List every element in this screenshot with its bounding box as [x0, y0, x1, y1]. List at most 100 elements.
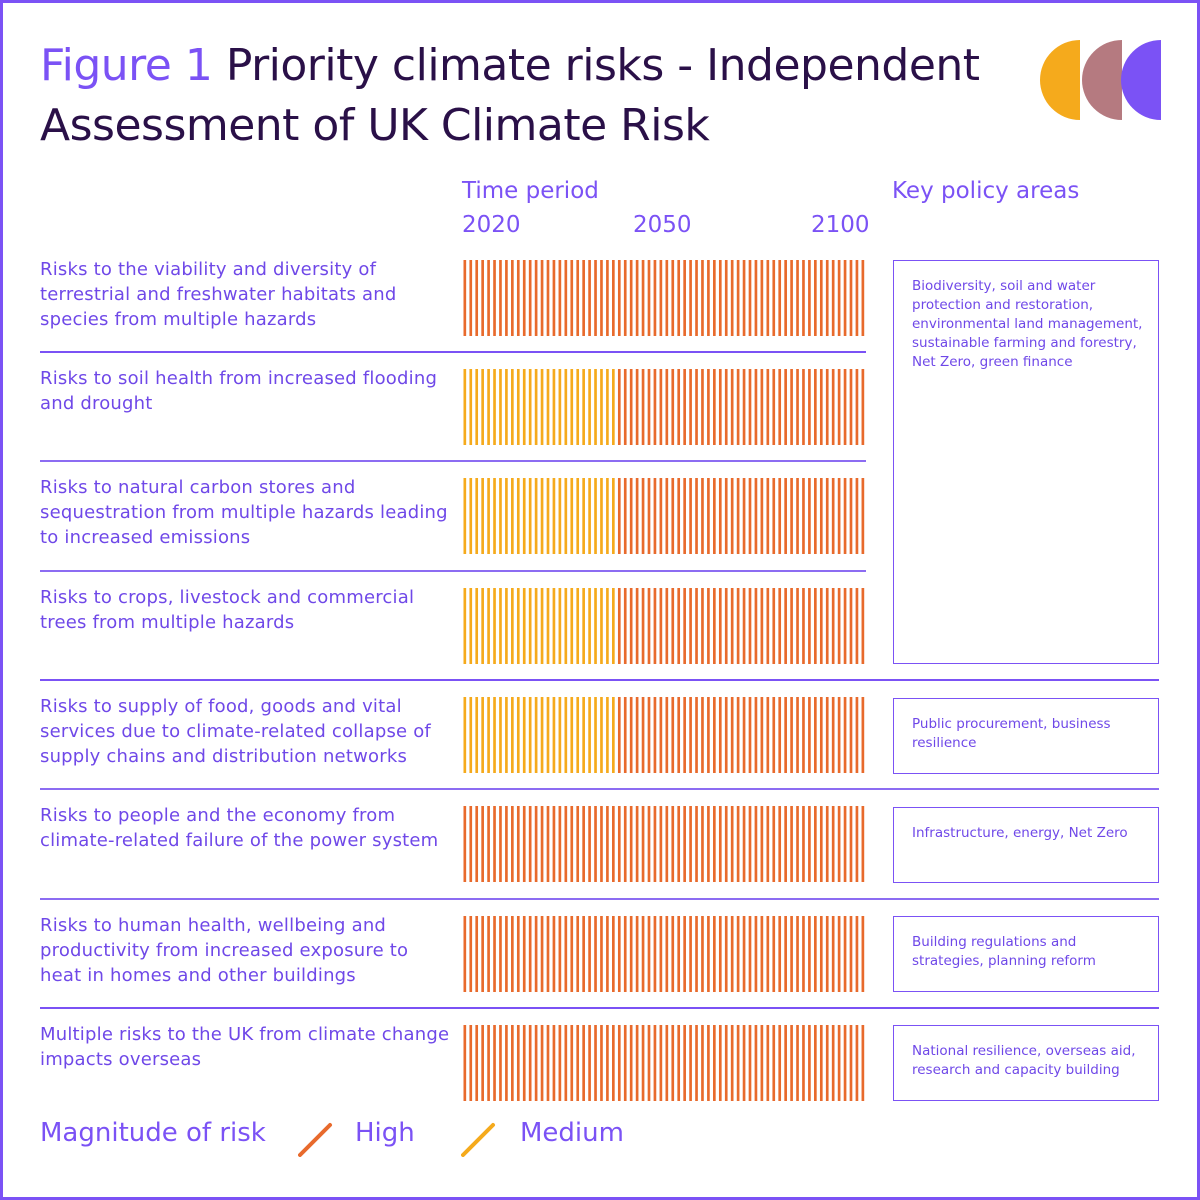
- risk-bar-stripe: [617, 1025, 621, 1101]
- risk-bar-stripe: [802, 697, 805, 773]
- risk-bar-stripe: [671, 478, 675, 554]
- logo-purple-half-circle: [1121, 40, 1161, 120]
- risk-bar-stripe: [695, 1025, 698, 1101]
- risk-bar-stripe: [766, 478, 770, 554]
- risk-label-6: Risks to people and the economy from cli…: [40, 805, 439, 851]
- risk-bar-stripe: [487, 916, 490, 992]
- risk-bar-stripe: [742, 588, 746, 664]
- risk-bar-row-6: [463, 806, 865, 882]
- risk-bar-stripe: [617, 588, 621, 664]
- risk-bar-segment-high: [617, 369, 865, 445]
- risk-bar-stripe: [612, 916, 615, 992]
- risk-bar-stripe: [825, 588, 829, 664]
- risk-bar-stripe: [849, 1025, 853, 1101]
- risk-bar-stripe: [606, 260, 609, 336]
- risk-bar-stripe: [861, 697, 865, 773]
- risk-bar-stripe: [784, 1025, 787, 1101]
- risk-bar-stripe: [713, 260, 716, 336]
- risk-bar-stripe: [511, 806, 514, 882]
- risk-bar-stripe: [814, 588, 817, 664]
- risk-bar-stripe: [623, 916, 627, 992]
- risk-bar-stripe: [778, 260, 782, 336]
- risk-bar-stripe: [487, 1025, 490, 1101]
- risk-bar-stripe: [534, 916, 538, 992]
- policy-areas-header: Key policy areas: [892, 178, 1080, 204]
- risk-bar-stripe: [635, 916, 639, 992]
- risk-bar-stripe: [796, 588, 799, 664]
- risk-bar-stripe: [665, 916, 669, 992]
- risk-bar-stripe: [825, 260, 829, 336]
- risk-bar-stripe: [713, 916, 716, 992]
- risk-bar-stripe: [481, 1025, 484, 1101]
- risk-bar-stripe: [665, 1025, 669, 1101]
- risk-bar-stripe: [534, 806, 538, 882]
- risk-bar-stripe: [837, 478, 841, 554]
- risk-bar-stripe: [540, 697, 544, 773]
- risk-bar-stripe: [707, 369, 710, 445]
- risk-bar-stripe: [570, 806, 574, 882]
- risk-bar-stripe: [772, 1025, 776, 1101]
- risk-bar-stripe: [772, 588, 776, 664]
- risk-bar-stripe: [796, 369, 799, 445]
- risk-bar-stripe: [499, 1025, 502, 1101]
- risk-bar-stripe: [606, 588, 609, 664]
- risk-bar-stripe: [695, 260, 698, 336]
- risk-bar-stripe: [617, 369, 621, 445]
- risk-bar-stripe: [790, 588, 793, 664]
- risk-bar-stripe: [594, 478, 597, 554]
- risk-bar-stripe: [784, 369, 787, 445]
- risk-label-7: Risks to human health, wellbeing and pro…: [40, 915, 409, 986]
- risk-bar-stripe: [742, 1025, 746, 1101]
- risk-bar-stripe: [831, 478, 835, 554]
- policy-box-overseas: National resilience, overseas aid, resea…: [893, 1025, 1159, 1101]
- risk-bar-stripe: [570, 916, 574, 992]
- risk-bar-stripe: [463, 1025, 467, 1101]
- risk-bar-stripe: [546, 806, 550, 882]
- risk-bar-stripe: [528, 1025, 532, 1101]
- risk-bar-stripe: [736, 806, 740, 882]
- risk-bar-row-5: [463, 697, 865, 773]
- risk-bar-stripe: [588, 806, 591, 882]
- risk-bar-stripe: [855, 1025, 859, 1101]
- risk-bar-stripe: [540, 588, 544, 664]
- risk-bar-stripe: [754, 369, 758, 445]
- risk-bar-stripe: [534, 588, 538, 664]
- risk-bar-stripe: [647, 588, 651, 664]
- risk-bar-stripe: [718, 1025, 722, 1101]
- risk-bar-stripe: [861, 588, 865, 664]
- risk-bar-stripe: [713, 478, 716, 554]
- risk-bar-stripe: [683, 806, 686, 882]
- risk-bar-stripe: [808, 806, 811, 882]
- risk-bar-stripe: [576, 697, 580, 773]
- risk-bar-stripe: [511, 697, 514, 773]
- risk-bar-stripe: [808, 369, 811, 445]
- risk-bar-stripe: [552, 916, 556, 992]
- risk-bar-stripe: [748, 369, 752, 445]
- risk-bar-stripe: [730, 806, 734, 882]
- risk-bar-stripe: [790, 806, 793, 882]
- risk-label-1: Risks to the viability and diversity of …: [40, 259, 397, 330]
- risk-bar-stripe: [772, 916, 776, 992]
- risk-bar-stripe: [778, 588, 782, 664]
- risk-bar-stripe: [499, 478, 502, 554]
- risk-bar-stripe: [784, 478, 787, 554]
- risk-bar-stripe: [665, 478, 669, 554]
- risk-bar-stripe: [760, 697, 764, 773]
- risk-bar-stripe: [754, 260, 758, 336]
- risk-bar-stripe: [564, 806, 568, 882]
- risk-bar-stripe: [724, 260, 728, 336]
- risk-bar-stripe: [641, 916, 645, 992]
- risk-bar-stripe: [606, 1025, 609, 1101]
- risk-bar-stripe: [564, 369, 568, 445]
- risk-bar-stripe: [695, 916, 698, 992]
- risk-bar-stripe: [748, 1025, 752, 1101]
- risk-bar-stripe: [724, 697, 728, 773]
- risk-bar-stripe: [849, 697, 853, 773]
- risk-bar-stripe: [606, 478, 609, 554]
- risk-bar-stripe: [695, 369, 698, 445]
- risk-bar-stripe: [576, 260, 580, 336]
- year-tick-2050: 2050: [633, 212, 692, 238]
- risk-bar-stripe: [718, 697, 722, 773]
- risk-bar-stripe: [665, 369, 669, 445]
- risk-bar-stripe: [546, 478, 550, 554]
